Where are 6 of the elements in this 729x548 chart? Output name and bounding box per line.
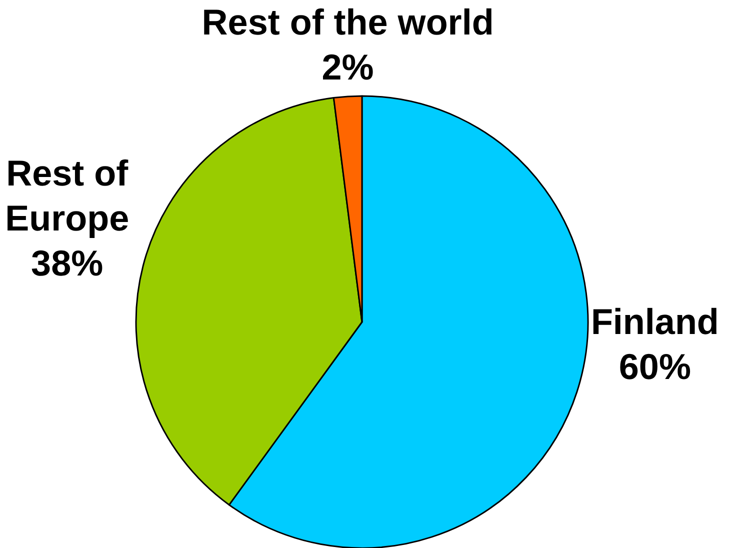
data-label: 38% [31, 242, 104, 284]
slice-label: Rest of the world [202, 1, 494, 42]
data-label: 60% [618, 346, 691, 387]
data-label: 2% [322, 46, 374, 88]
slice-label: Finland [590, 300, 719, 342]
slice-label: Rest of Europe [5, 152, 130, 238]
